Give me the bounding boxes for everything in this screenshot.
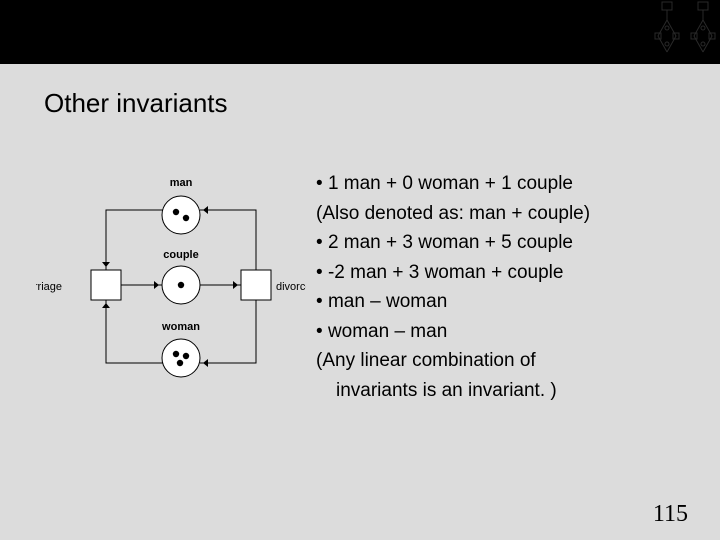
bullet-3: -2 man + 3 woman + couple	[316, 259, 686, 288]
paren-2b: invariants is an invariant. )	[316, 377, 686, 406]
bullet-list: 1 man + 0 woman + 1 couple (Also denoted…	[316, 170, 686, 406]
svg-text:woman: woman	[161, 321, 200, 333]
petri-net-diagram: marriage divorce man couple woman	[36, 170, 306, 400]
svg-text:marriage: marriage	[36, 281, 62, 293]
svg-text:divorce: divorce	[276, 281, 306, 293]
paren-2a: (Any linear combination of	[316, 347, 686, 376]
svg-text:couple: couple	[163, 249, 198, 261]
watermark-logo	[650, 0, 720, 64]
paren-1: (Also denoted as: man + couple)	[316, 200, 686, 229]
bullet-1: 1 man + 0 woman + 1 couple	[316, 170, 686, 199]
top-bar	[0, 0, 720, 64]
page-number: 115	[653, 501, 688, 528]
slide-title: Other invariants	[44, 88, 228, 119]
svg-text:man: man	[170, 177, 193, 189]
bullet-2: 2 man + 3 woman + 5 couple	[316, 229, 686, 258]
bullet-4: man – woman	[316, 288, 686, 317]
bullet-5: woman – man	[316, 318, 686, 347]
